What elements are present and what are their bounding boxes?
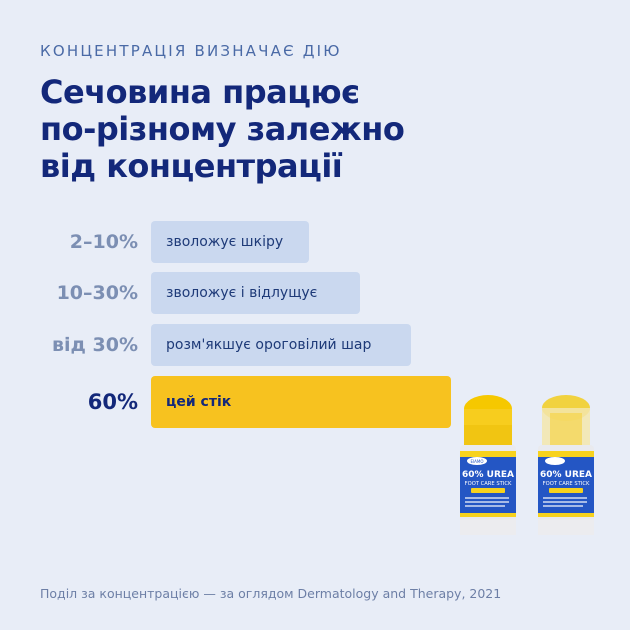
product-photo: EIAMO 60% UREA FOOT CARE STICK 60% UREA … [460, 395, 594, 535]
headline-line-3: від концентрації [40, 147, 343, 185]
brand-text: EIAMO [470, 459, 483, 464]
concentration-effect-bar: розм'якшує ороговілий шар [151, 324, 411, 366]
svg-text:FOOT CARE STICK: FOOT CARE STICK [543, 481, 590, 487]
concentration-percent: від 30% [52, 334, 138, 356]
svg-text:60% UREA: 60% UREA [540, 470, 592, 480]
headline: Сечовина працює по-різному залежно від к… [40, 74, 600, 185]
concentration-effect-bar: цей стік [151, 376, 451, 428]
svg-text:60% UREA: 60% UREA [462, 470, 514, 480]
headline-line-2: по-різному залежно [40, 110, 405, 148]
concentration-percent: 10–30% [56, 282, 138, 304]
svg-text:FOOT CARE STICK: FOOT CARE STICK [465, 481, 512, 487]
urea-stick-back: 60% UREA FOOT CARE STICK [538, 395, 594, 535]
concentration-percent: 2–10% [69, 231, 138, 253]
kicker: КОНЦЕНТРАЦІЯ ВИЗНАЧАЄ ДІЮ [40, 42, 342, 60]
concentration-effect-bar: зволожує і відлущує [151, 272, 360, 314]
headline-line-1: Сечовина працює [40, 73, 360, 111]
concentration-effect-bar: зволожує шкіру [151, 221, 309, 263]
urea-stick-front: EIAMO 60% UREA FOOT CARE STICK [460, 395, 516, 535]
concentration-percent: 60% [87, 390, 138, 414]
source-footnote: Поділ за концентрацією — за оглядом Derm… [40, 586, 502, 601]
